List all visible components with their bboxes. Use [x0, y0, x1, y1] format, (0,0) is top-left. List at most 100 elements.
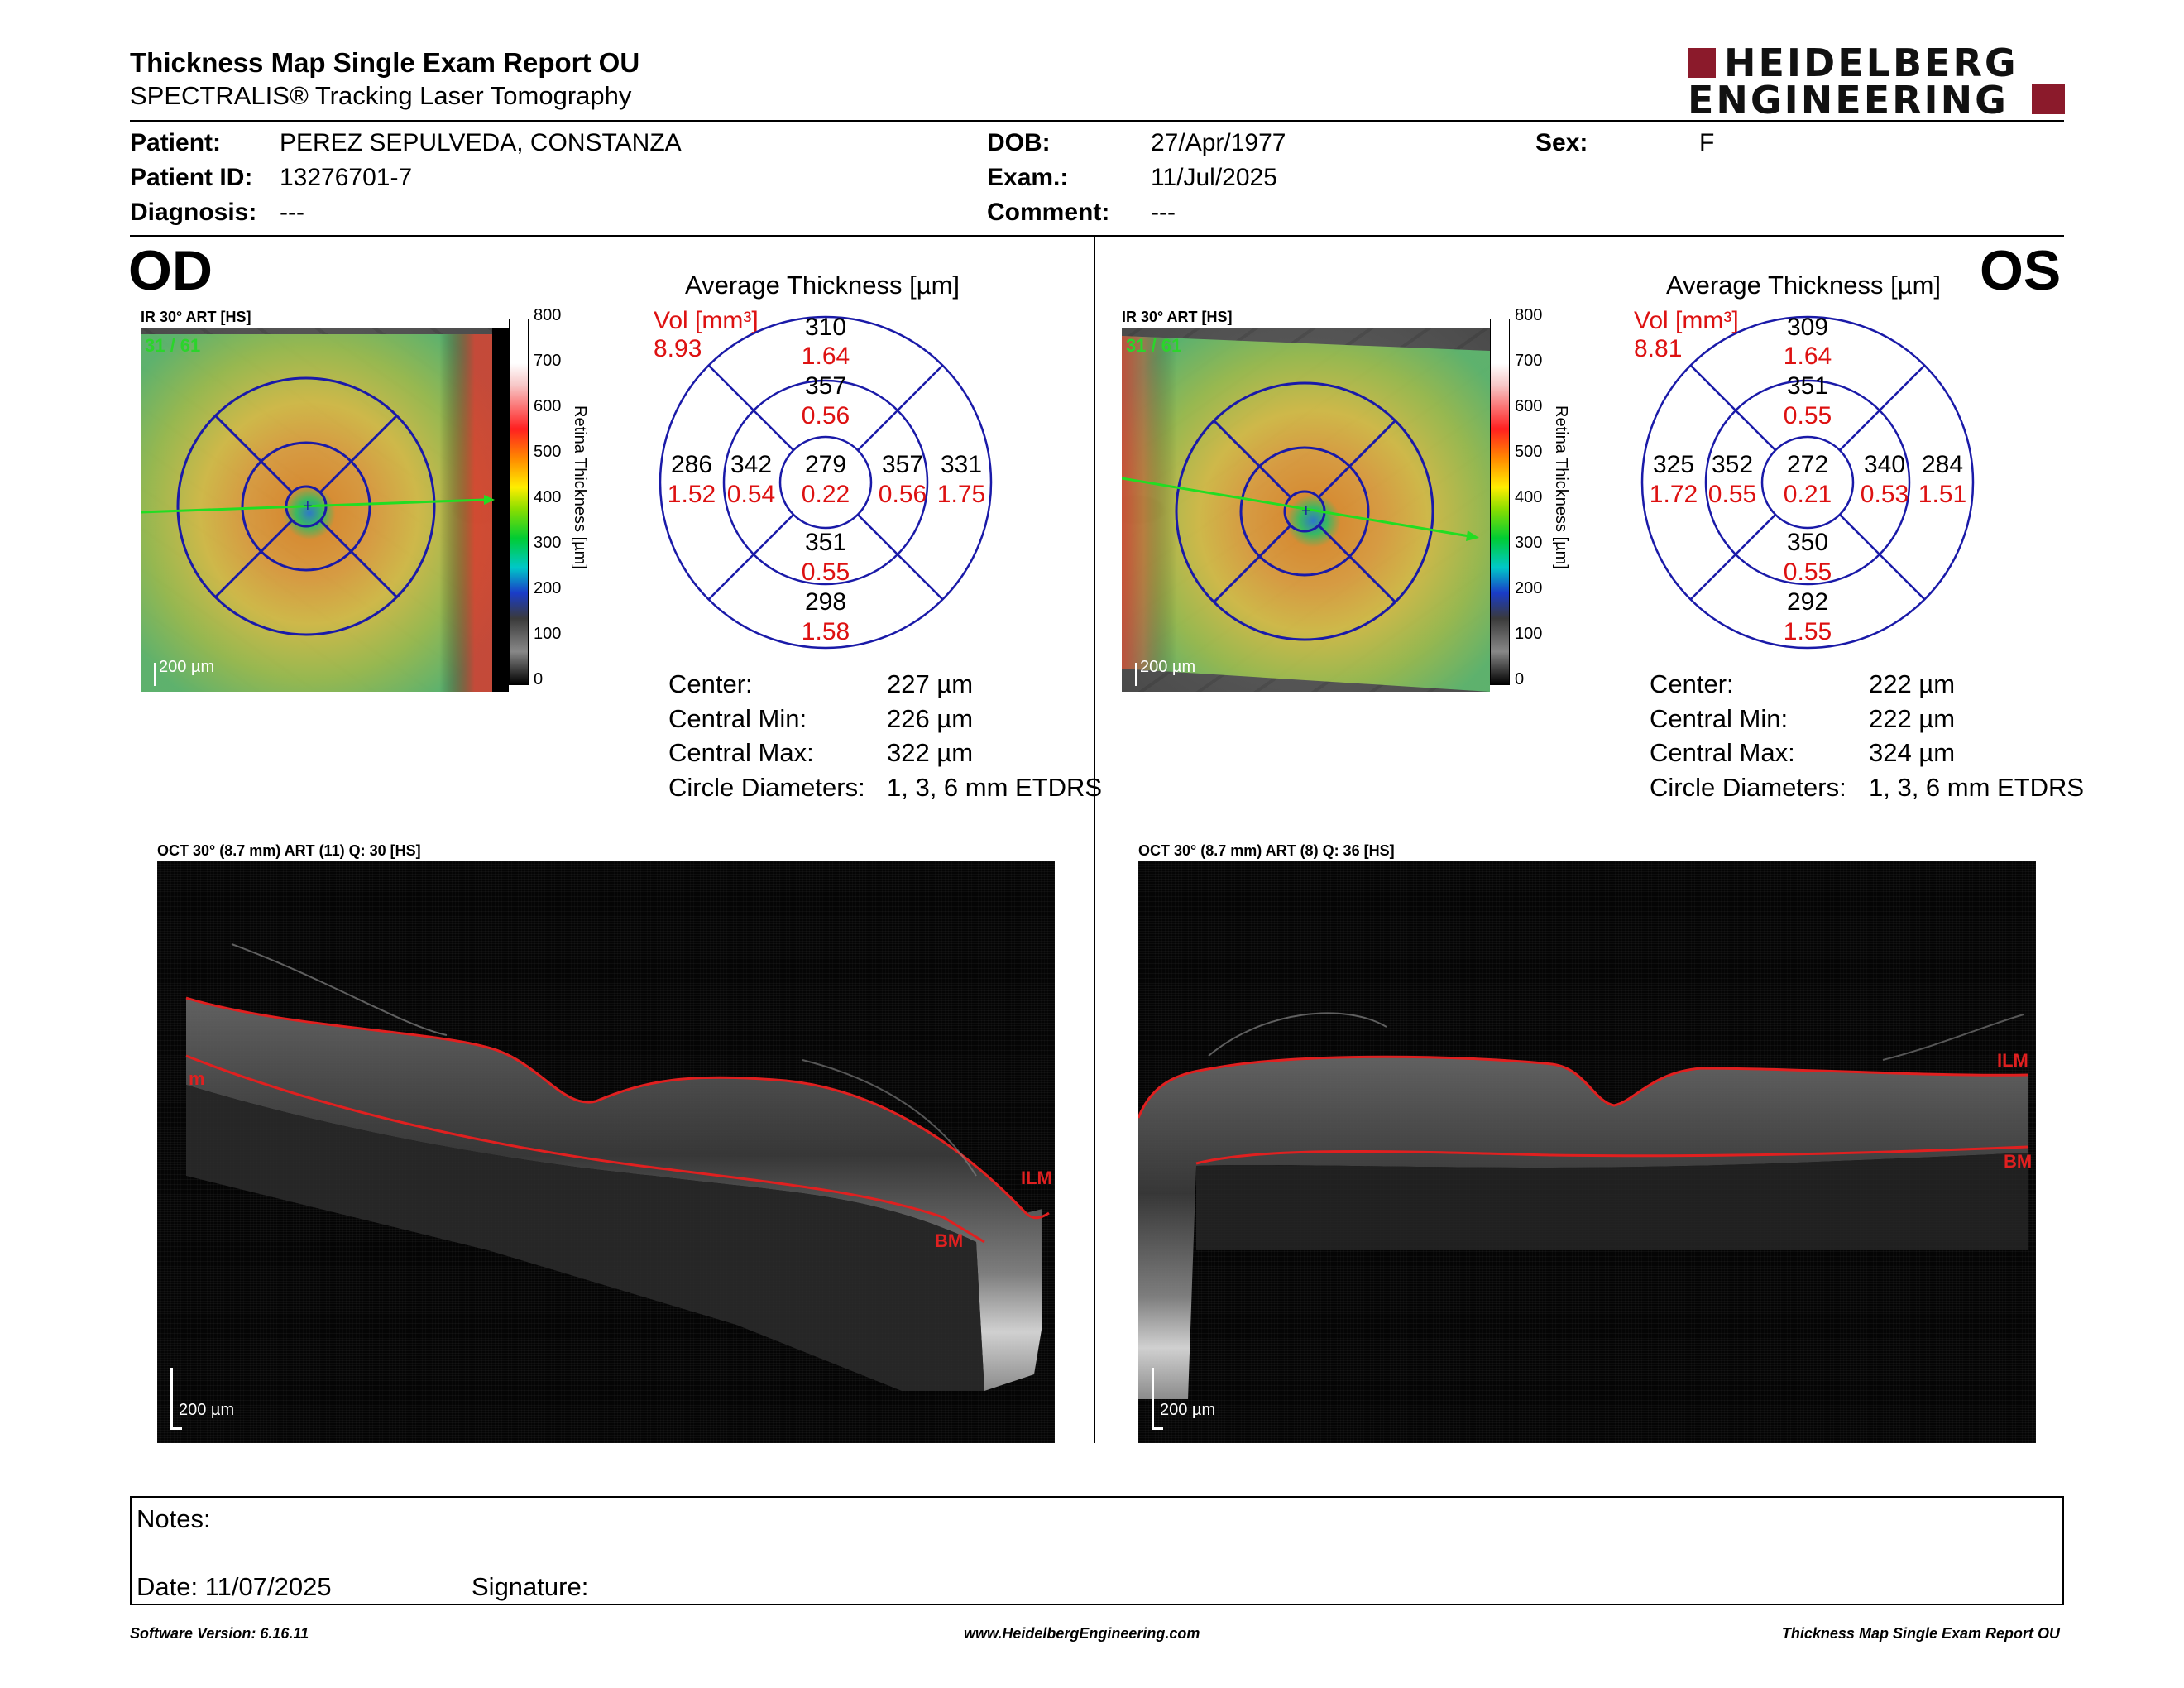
od-fundus-image: + 31 / 61 200 µm	[141, 328, 509, 692]
os-avg-title: Average Thickness [µm]	[1666, 271, 1942, 300]
od-vol-value: 8.93	[654, 335, 702, 362]
comment-value: ---	[1151, 199, 1176, 226]
comment-label: Comment:	[987, 199, 1110, 226]
os-tick: 200	[1515, 579, 1543, 597]
os-oct-scalebar-foot	[1152, 1427, 1163, 1430]
os-etdrs-grid	[1640, 315, 1975, 650]
os-center-thickness: 272	[1786, 451, 1829, 478]
diagnosis-value: ---	[280, 199, 304, 226]
od-center-label: Center:	[668, 669, 753, 698]
od-inner-sup-volume: 0.56	[801, 402, 850, 429]
od-outer-left-thickness: 286	[670, 451, 713, 478]
od-ir-scale: 200 µm	[159, 658, 215, 676]
os-oct-scalebar	[1152, 1368, 1154, 1429]
patient-id-value: 13276701-7	[280, 164, 413, 191]
od-oct-scale: 200 µm	[179, 1401, 235, 1419]
od-edge-label: m	[189, 1068, 205, 1089]
od-oct-scalebar	[170, 1368, 173, 1429]
os-center-volume: 0.21	[1783, 481, 1832, 508]
exam-label: Exam.:	[987, 164, 1069, 191]
od-oct-layers	[185, 943, 1050, 1391]
os-tick: 100	[1515, 625, 1543, 643]
dob-value: 27/Apr/1977	[1151, 129, 1286, 156]
eye-divider	[1094, 237, 1095, 1443]
od-inner-inf-volume: 0.55	[801, 559, 850, 586]
os-oct-bscan: ILM BM 200 µm	[1138, 861, 2036, 1443]
software-version: Software Version: 6.16.11	[130, 1625, 309, 1642]
signature-label: Signature:	[472, 1572, 589, 1601]
website-link[interactable]: www.HeidelbergEngineering.com	[964, 1625, 1200, 1642]
os-thickness-map: +	[1122, 336, 1490, 692]
od-tick: 800	[534, 306, 562, 324]
od-outer-sup-volume: 1.64	[801, 343, 850, 370]
od-inner-left-thickness: 342	[730, 451, 773, 478]
sex-value: F	[1699, 129, 1715, 156]
od-oct-scalebar-foot	[170, 1427, 182, 1430]
os-outer-sup-thickness: 309	[1786, 314, 1829, 341]
date-label: Date: 11/07/2025	[136, 1572, 332, 1601]
os-colorbar-label: Retina Thickness [µm]	[1552, 405, 1570, 569]
os-tick: 300	[1515, 534, 1543, 552]
od-ilm-label: ILM	[1021, 1168, 1052, 1188]
os-outer-right-thickness: 284	[1921, 451, 1964, 478]
od-ir-overlay: 31 / 61	[145, 335, 201, 356]
os-tick: 700	[1515, 352, 1543, 370]
os-outer-left-volume: 1.72	[1649, 481, 1698, 508]
os-ir-scale: 200 µm	[1140, 658, 1196, 676]
od-ir-caption: IR 30° ART [HS]	[141, 309, 251, 325]
os-circle-diam-label: Circle Diameters:	[1650, 773, 1846, 802]
os-vol-label: Vol [mm³]	[1634, 307, 1739, 334]
os-vol-value: 8.81	[1634, 335, 1683, 362]
os-inner-left-thickness: 352	[1711, 451, 1754, 478]
od-outer-right-thickness: 331	[940, 451, 983, 478]
od-colorbar	[509, 319, 529, 685]
os-eye-label: OS	[1980, 239, 2062, 302]
heidelberg-logo: HEIDELBERG ENGINEERING	[1688, 41, 2068, 119]
od-inner-right-volume: 0.56	[878, 481, 927, 508]
patient-name: PEREZ SEPULVEDA, CONSTANZA	[280, 129, 682, 156]
os-outer-right-volume: 1.51	[1918, 481, 1967, 508]
os-oct-scale: 200 µm	[1160, 1401, 1216, 1419]
od-avg-title: Average Thickness [µm]	[685, 271, 960, 300]
os-outer-inf-volume: 1.55	[1783, 618, 1832, 645]
os-central-max-value: 324 µm	[1869, 738, 1956, 767]
os-center-value: 222 µm	[1869, 669, 1956, 698]
patient-label: Patient:	[130, 129, 222, 156]
os-ir-overlay: 31 / 61	[1126, 335, 1182, 356]
od-tick: 0	[534, 670, 544, 688]
os-inner-right-thickness: 340	[1863, 451, 1906, 478]
od-center-value: 227 µm	[887, 669, 974, 698]
od-outer-left-volume: 1.52	[667, 481, 716, 508]
os-inner-inf-thickness: 350	[1786, 529, 1829, 556]
od-circle-diam-value: 1, 3, 6 mm ETDRS	[887, 773, 1103, 802]
footer-report-title: Thickness Map Single Exam Report OU	[1781, 1625, 2060, 1642]
os-colorbar	[1490, 319, 1510, 685]
od-outer-sup-thickness: 310	[804, 314, 847, 341]
od-tick: 600	[534, 397, 562, 415]
svg-text:+: +	[1301, 502, 1311, 520]
logo-square-bottom	[2032, 84, 2065, 114]
od-outer-right-volume: 1.75	[936, 481, 986, 508]
od-tick: 100	[534, 625, 562, 643]
od-circle-diam-label: Circle Diameters:	[668, 773, 865, 802]
os-central-min-value: 222 µm	[1869, 704, 1956, 733]
os-oct-layers	[1138, 1012, 2028, 1399]
logo-line-1: HEIDELBERG	[1724, 41, 2019, 85]
os-tick: 0	[1515, 670, 1525, 688]
od-center-thickness: 279	[804, 451, 847, 478]
report-subtitle: SPECTRALIS® Tracking Laser Tomography	[130, 81, 632, 110]
os-outer-sup-volume: 1.64	[1783, 343, 1832, 370]
os-tick: 800	[1515, 306, 1543, 324]
od-inner-inf-thickness: 351	[804, 529, 847, 556]
notes-box[interactable]: Notes: Date: 11/07/2025 Signature:	[130, 1496, 2064, 1605]
od-tick: 500	[534, 443, 562, 461]
os-inner-inf-volume: 0.55	[1783, 559, 1832, 586]
os-circle-diam-value: 1, 3, 6 mm ETDRS	[1869, 773, 2085, 802]
od-bm-label: BM	[935, 1230, 964, 1251]
od-ir-scalebar	[154, 663, 156, 686]
od-outer-inf-volume: 1.58	[801, 618, 850, 645]
os-ir-scalebar	[1135, 663, 1137, 686]
od-tick: 400	[534, 488, 562, 506]
os-inner-right-volume: 0.53	[1860, 481, 1909, 508]
